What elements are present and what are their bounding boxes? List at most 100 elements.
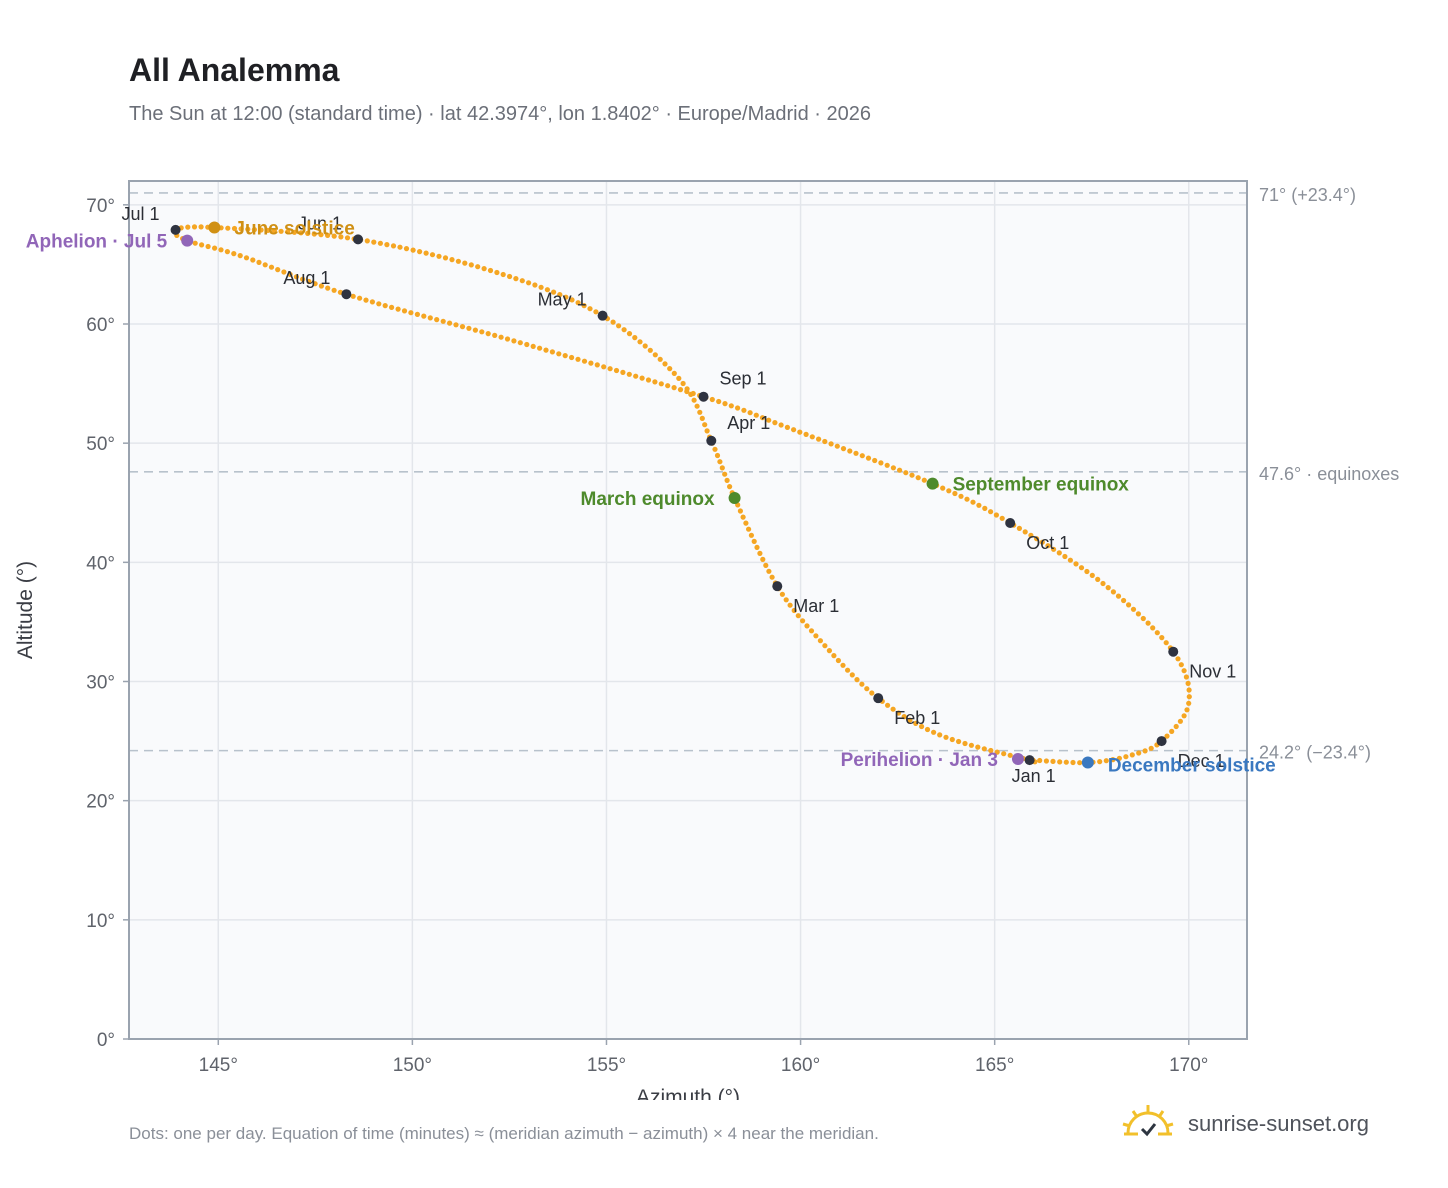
- month-marker-label: Sep 1: [720, 369, 767, 389]
- day-dot: [369, 299, 375, 305]
- day-dot: [231, 251, 237, 257]
- day-dot: [1045, 543, 1051, 549]
- day-dot: [779, 591, 786, 597]
- day-dot: [382, 303, 388, 309]
- brand-logo[interactable]: sunrise-sunset.org: [1122, 1103, 1369, 1145]
- day-dot: [976, 502, 982, 508]
- day-dot: [676, 375, 682, 381]
- day-dot: [231, 225, 238, 232]
- brand-name[interactable]: sunrise-sunset.org: [1188, 1111, 1369, 1136]
- day-dot: [401, 308, 408, 314]
- day-dot: [642, 343, 648, 349]
- day-dot: [901, 714, 907, 720]
- day-dot: [717, 459, 723, 465]
- day-dot: [331, 287, 337, 293]
- day-dot: [915, 475, 921, 481]
- day-dot: [940, 485, 946, 491]
- day-dot: [808, 628, 815, 634]
- day-dot: [864, 686, 870, 692]
- month-marker-dot: [698, 391, 709, 402]
- day-dot: [968, 742, 975, 748]
- month-marker-label: Jan 1: [1012, 766, 1056, 786]
- day-dot: [921, 477, 927, 483]
- day-dot: [429, 252, 436, 258]
- day-dot: [907, 717, 913, 723]
- day-dot: [1116, 755, 1122, 761]
- day-dot: [1178, 662, 1184, 668]
- day-dot: [884, 462, 890, 468]
- day-dot: [414, 311, 420, 317]
- day-dot: [1073, 561, 1079, 567]
- day-dot: [224, 249, 230, 255]
- day-dot: [804, 623, 810, 629]
- day-dot: [1177, 718, 1183, 724]
- day-dot: [311, 231, 317, 237]
- y-tick-label: 0°: [97, 1030, 115, 1051]
- day-dot: [637, 339, 643, 345]
- day-dot: [410, 247, 416, 253]
- chart-title: All Analemma: [129, 52, 340, 88]
- annotation-marker: [1081, 756, 1094, 769]
- day-dot: [562, 353, 568, 359]
- day-dot: [237, 253, 243, 259]
- day-dot: [943, 734, 949, 740]
- day-dot: [519, 278, 525, 284]
- day-dot: [417, 249, 423, 255]
- day-dot: [849, 672, 855, 678]
- day-dot: [225, 225, 231, 231]
- day-dot: [1103, 758, 1109, 764]
- day-dot: [671, 385, 677, 391]
- sun-check-icon: [1122, 1105, 1174, 1137]
- day-dot: [556, 351, 562, 357]
- reference-line-label: 47.6° · equinoxes: [1259, 464, 1399, 484]
- day-dot: [872, 457, 878, 464]
- day-dot: [610, 319, 616, 325]
- day-dot: [305, 230, 311, 236]
- day-dot: [1062, 553, 1068, 560]
- day-dot: [500, 271, 506, 278]
- month-marker-label: Jul 1: [122, 204, 160, 224]
- day-dot: [859, 681, 865, 687]
- day-dot: [1164, 733, 1170, 739]
- day-dot: [350, 293, 356, 299]
- day-dot: [613, 367, 620, 374]
- day-dot: [538, 284, 544, 290]
- day-dot: [185, 224, 191, 230]
- day-dot: [828, 441, 834, 447]
- day-dot: [1022, 529, 1028, 535]
- day-dot: [909, 472, 915, 478]
- day-dot: [434, 317, 440, 323]
- month-marker-label: Dec 1: [1178, 751, 1225, 771]
- day-dot: [741, 407, 747, 413]
- day-dot: [1181, 713, 1187, 719]
- day-dot: [937, 732, 943, 738]
- day-dot: [293, 274, 299, 280]
- day-dot: [719, 465, 725, 471]
- day-dot: [1126, 602, 1132, 608]
- day-dot: [371, 239, 377, 245]
- y-tick-label: 10°: [86, 911, 115, 932]
- day-dot: [513, 276, 519, 282]
- day-dot: [958, 493, 964, 499]
- day-dot: [569, 354, 575, 361]
- day-dot: [423, 250, 429, 256]
- day-dot: [212, 245, 218, 251]
- day-dot: [1140, 615, 1146, 622]
- day-dot: [1163, 640, 1169, 646]
- day-dot: [479, 329, 485, 335]
- day-dot: [840, 662, 846, 668]
- day-dot: [1097, 759, 1103, 765]
- day-dot: [722, 401, 728, 407]
- day-dot: [549, 349, 556, 355]
- month-marker-dot: [1168, 646, 1179, 657]
- day-dot: [962, 740, 968, 747]
- day-dot: [395, 306, 401, 312]
- month-marker-dot: [341, 289, 352, 300]
- day-dot: [563, 294, 569, 300]
- day-dot: [743, 520, 749, 526]
- day-dot: [809, 434, 815, 440]
- x-tick-label: 170°: [1169, 1055, 1208, 1076]
- axis-ticks: 145° 150° 155° 160° 165° 170° 0° 10° 20° 30° 40° 50…: [86, 196, 1208, 1076]
- day-dot: [657, 356, 663, 362]
- day-dot: [312, 281, 318, 287]
